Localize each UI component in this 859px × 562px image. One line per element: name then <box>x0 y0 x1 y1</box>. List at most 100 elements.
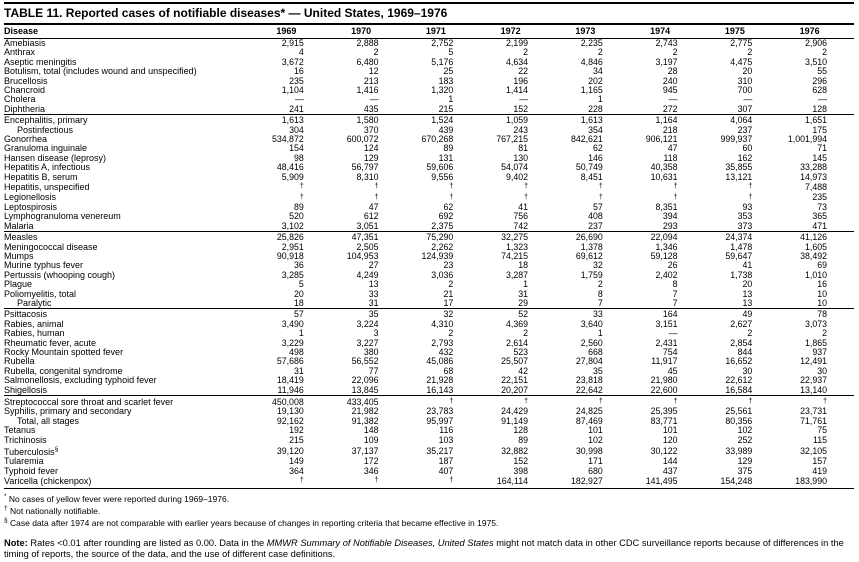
value-cell: 346 <box>363 466 379 476</box>
table-row: Salmonellosis, excluding typhoid fever 18… <box>4 376 854 385</box>
value-cell: 3,197 <box>655 57 678 67</box>
value-cell: 700 <box>737 86 753 96</box>
value-cell: 22,151 <box>501 376 528 386</box>
value-cell: 407 <box>438 466 454 476</box>
disease-name: Amebiasis <box>4 38 46 48</box>
value-cell: 91,382 <box>351 416 379 426</box>
value-cell: 56,797 <box>351 163 379 173</box>
value-cell: 19,130 <box>276 407 304 417</box>
dagger-mark: † <box>374 193 379 201</box>
disease-name: Plague <box>4 280 33 290</box>
value-cell: 48,416 <box>276 163 304 173</box>
footnote-marker: § <box>4 517 8 525</box>
value-cell: † <box>405 395 481 408</box>
value-cell: 680 <box>588 466 603 476</box>
value-cell: 146 <box>588 153 603 163</box>
value-cell: 16 <box>293 67 304 77</box>
value-cell: 373 <box>737 221 753 231</box>
value-cell: 7 <box>672 289 678 299</box>
value-cell: 670,268 <box>421 135 454 145</box>
value-cell: 1 <box>523 280 528 290</box>
value-cell: 22 <box>518 67 528 77</box>
value-cell: 57 <box>256 308 331 320</box>
value-cell: 129 <box>737 457 753 467</box>
value-cell: 83,771 <box>650 416 678 426</box>
value-cell: 28 <box>667 67 678 77</box>
value-cell: 2,199 <box>505 38 528 48</box>
value-cell: 59,128 <box>650 251 678 261</box>
value-cell: 8,451 <box>580 172 603 182</box>
value-cell: 154,248 <box>704 476 780 489</box>
value-cell: 237 <box>737 125 753 135</box>
table-row: Hansen disease (leprosy) 98 129 131 130 146 11… <box>4 154 854 163</box>
column-header-year-1970: 1970 <box>330 23 406 39</box>
value-cell: 228 <box>588 104 603 114</box>
value-cell: 41,126 <box>779 231 854 243</box>
value-cell: 162 <box>737 153 753 163</box>
value-cell: 26 <box>667 261 678 271</box>
value-cell: 842,621 <box>570 135 603 145</box>
value-cell: 59,647 <box>725 251 753 261</box>
value-cell: † <box>555 193 630 203</box>
value-cell: 27 <box>368 261 379 271</box>
disease-name: Chancroid <box>4 86 46 96</box>
value-cell: 5,176 <box>431 57 454 67</box>
value-cell: 3,640 <box>580 319 603 329</box>
dagger-mark: † <box>449 183 454 191</box>
value-cell: 1,320 <box>431 86 454 96</box>
value-cell: 365 <box>812 212 827 222</box>
value-cell: 4,249 <box>356 270 379 280</box>
value-cell: 2 <box>523 329 528 339</box>
value-cell: 600,072 <box>346 135 379 145</box>
footnote: † Not nationally notifiable. <box>4 504 854 516</box>
table-row: Poliomyelitis, total 20 33 21 31 8 7 13 10 <box>4 290 854 299</box>
value-cell: 45,086 <box>426 357 454 367</box>
disease-name: Typhoid fever <box>4 466 59 476</box>
value-cell: 11,917 <box>651 357 678 367</box>
value-cell: † <box>705 182 780 192</box>
value-cell: 30,122 <box>650 445 678 456</box>
disease-name: Salmonellosis, excluding typhoid fever <box>4 376 157 386</box>
value-cell: 296 <box>812 76 827 86</box>
value-cell: 30,998 <box>575 445 603 456</box>
value-cell: 534,872 <box>271 135 304 145</box>
value-cell: 433,405 <box>330 395 406 408</box>
value-cell: 2,775 <box>730 38 753 48</box>
value-cell: 13 <box>742 289 753 299</box>
value-cell: 35,217 <box>426 445 454 456</box>
value-cell: 1,059 <box>480 114 555 126</box>
table-row: Amebiasis 2,915 2,888 2,752 2,199 2,235 2,743 2… <box>4 39 854 49</box>
value-cell: 52 <box>480 308 555 320</box>
disease-name: Tuberculosis§ <box>4 446 59 458</box>
value-cell: 78 <box>779 308 854 320</box>
footnote-text: No cases of yellow fever were reported d… <box>6 493 230 504</box>
value-cell: 215 <box>289 435 304 445</box>
value-cell: 35,855 <box>725 163 753 173</box>
value-cell: 4,064 <box>704 114 780 126</box>
value-cell: 24,825 <box>575 407 603 417</box>
value-cell: 1,378 <box>580 242 603 252</box>
value-cell: 3,073 <box>804 319 827 329</box>
note-paragraph: Note: Rates <0.01 after rounding are lis… <box>4 538 853 561</box>
value-cell: 35 <box>592 366 603 376</box>
value-cell: 375 <box>737 466 753 476</box>
value-cell: 2 <box>448 280 454 290</box>
value-cell: 69,612 <box>575 251 603 261</box>
table-row: Hepatitis, unspecified † † † † † † † 7,488 <box>4 182 854 192</box>
dagger-mark: † <box>673 398 678 406</box>
disease-name: Measles <box>4 231 256 243</box>
footnote-marker: * <box>4 492 7 500</box>
value-cell: 8,351 <box>655 202 678 212</box>
value-cell: 23 <box>443 261 454 271</box>
value-cell: 1,104 <box>281 86 304 96</box>
value-cell: 49 <box>704 308 780 320</box>
value-cell: 394 <box>662 212 678 222</box>
value-cell: 104,953 <box>346 251 379 261</box>
value-cell: 152 <box>513 104 528 114</box>
dagger-mark: † <box>524 398 528 406</box>
disease-name: Postinfectious <box>17 125 74 135</box>
dagger-mark: † <box>748 183 753 191</box>
disease-name: Aseptic meningitis <box>4 57 77 67</box>
value-cell: † <box>406 193 481 203</box>
table-row: Aseptic meningitis 3,672 6,480 5,176 4,634 4,… <box>4 58 854 67</box>
